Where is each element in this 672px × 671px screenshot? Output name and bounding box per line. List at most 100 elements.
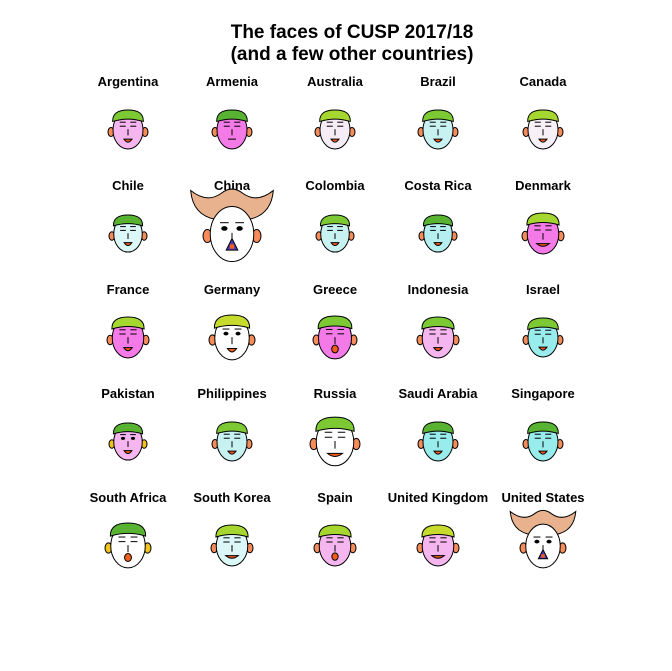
face-mouth: [535, 243, 551, 247]
face: Costa Rica: [404, 178, 472, 253]
face-label: South Korea: [193, 490, 271, 505]
face-label: South Africa: [90, 490, 168, 505]
face-label: Russia: [314, 386, 357, 401]
face-mouth: [123, 450, 133, 455]
face-label: Canada: [520, 74, 568, 89]
face-hat: [112, 109, 144, 123]
face-mouth: [331, 552, 339, 561]
face-label: Brazil: [420, 74, 455, 89]
face: Pakistan: [101, 386, 155, 461]
face-mouth: [538, 346, 548, 351]
face-eye: [546, 539, 552, 544]
face: Indonesia: [408, 282, 469, 359]
face-mouth: [433, 242, 443, 247]
face: France: [106, 282, 150, 359]
face-label: Greece: [313, 282, 357, 297]
face-hat: [527, 421, 559, 435]
face-hat: [526, 212, 560, 226]
face-label: Denmark: [515, 178, 571, 193]
face-hat: [109, 522, 147, 537]
face: Chile: [108, 178, 148, 253]
face-hat: [112, 214, 144, 227]
face: Saudi Arabia: [399, 386, 479, 462]
face-mouth: [123, 242, 133, 247]
face-mouth: [432, 347, 444, 352]
face-label: Costa Rica: [404, 178, 472, 193]
face-mouth: [538, 138, 548, 143]
face-hat: [112, 422, 144, 435]
face: Philippines: [197, 386, 267, 462]
face-label: China: [214, 178, 251, 193]
face-label: Philippines: [197, 386, 266, 401]
faces-grid: Argentina Armenia Australia Brazil Canada Chi…: [90, 74, 585, 569]
face: Greece: [312, 282, 358, 360]
face-mouth: [123, 138, 133, 143]
face-label: United Kingdom: [388, 490, 488, 505]
face-mouth: [124, 552, 132, 563]
face-label: Singapore: [511, 386, 575, 401]
face-eye: [223, 331, 229, 336]
face: Denmark: [515, 178, 572, 255]
face: Argentina: [98, 74, 159, 150]
face: South Korea: [193, 490, 271, 567]
face-mouth: [224, 555, 240, 559]
face-mouth: [330, 242, 340, 247]
face-label: Australia: [307, 74, 363, 89]
face-mouth: [226, 347, 238, 353]
face-mouth: [331, 344, 339, 354]
face: Singapore: [511, 386, 575, 462]
face-label: Saudi Arabia: [399, 386, 479, 401]
face: China: [190, 178, 274, 263]
chart-subtitle: (and a few other countries): [231, 44, 474, 65]
face-hat: [215, 524, 249, 538]
face-mouth: [433, 450, 443, 455]
face-mouth-detail: [229, 244, 235, 249]
face: United Kingdom: [388, 490, 488, 567]
face-label: Spain: [317, 490, 352, 505]
face-hat: [421, 524, 455, 538]
face-hat: [527, 109, 559, 123]
face-hat: [421, 316, 455, 330]
face: Brazil: [417, 74, 459, 150]
face: South Africa: [90, 490, 168, 569]
face-eye: [534, 539, 540, 544]
face-mouth-detail: [541, 554, 545, 558]
face-hat: [317, 315, 353, 330]
face-eye: [130, 436, 136, 440]
face-hat: [319, 214, 351, 227]
face-label: Indonesia: [408, 282, 469, 297]
face: Armenia: [206, 74, 259, 150]
face-hat: [527, 317, 559, 331]
face-hat: [422, 214, 454, 227]
face-hat: [216, 109, 248, 123]
face-hat: [111, 316, 145, 330]
face-label: Israel: [526, 282, 560, 297]
face-eye: [236, 226, 243, 231]
face-mouth: [330, 138, 340, 143]
face-label: Argentina: [98, 74, 159, 89]
face-label: Armenia: [206, 74, 259, 89]
face-eye: [221, 226, 228, 231]
face-label: United States: [501, 490, 584, 505]
face-hat: [213, 314, 251, 329]
face-mouth: [227, 450, 237, 455]
face-mouth: [122, 347, 134, 352]
face: Israel: [522, 282, 564, 358]
face: Canada: [520, 74, 568, 150]
face-eye: [235, 331, 241, 336]
face-label: Germany: [204, 282, 261, 297]
face-mouth: [326, 452, 344, 458]
face: United States: [501, 490, 585, 569]
face-mouth: [538, 450, 548, 455]
face: Australia: [307, 74, 364, 150]
chart-title: The faces of CUSP 2017/18: [231, 22, 474, 43]
face-eye: [120, 436, 126, 440]
face-label: Colombia: [305, 178, 365, 193]
face: Spain: [313, 490, 357, 567]
face-label: Pakistan: [101, 386, 155, 401]
face-hat: [315, 416, 355, 432]
face-label: France: [107, 282, 150, 297]
face-hat: [216, 421, 248, 435]
face-hat: [319, 109, 351, 123]
